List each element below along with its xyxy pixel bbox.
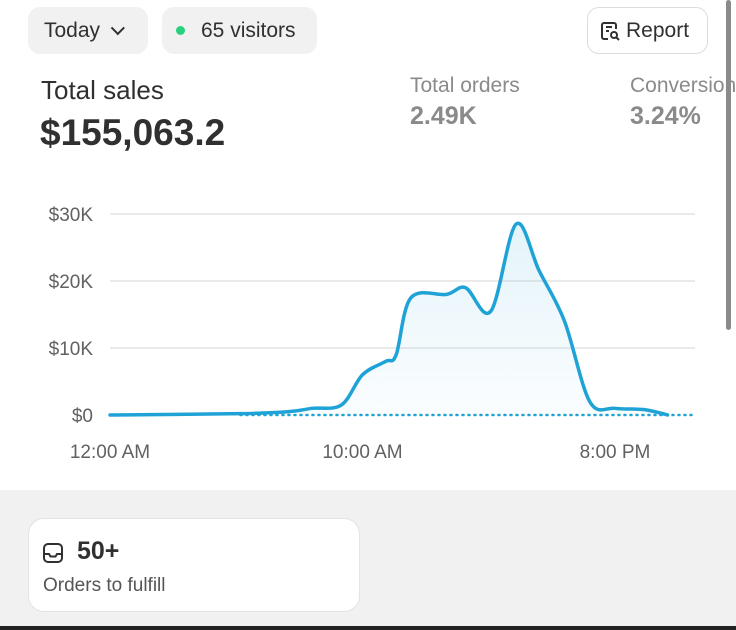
sales-area: [110, 223, 668, 415]
report-button[interactable]: Report: [587, 7, 708, 54]
total-orders-value: 2.49K: [410, 102, 477, 130]
orders-to-fulfill-card[interactable]: 50+ Orders to fulfill: [28, 518, 360, 612]
total-orders-label[interactable]: Total orders: [410, 74, 520, 97]
sales-chart[interactable]: $0 $10K $20K $30K 12:00 AM 10:00 AM 8:00 PM: [0, 190, 736, 480]
y-tick-label: $10K: [49, 339, 94, 360]
total-sales-label: Total sales: [41, 75, 164, 105]
x-tick-label: 10:00 AM: [322, 442, 402, 463]
orders-to-fulfill-label: Orders to fulfill: [43, 575, 166, 596]
x-tick-label: 8:00 PM: [580, 442, 651, 463]
conversion-value: 3.24%: [630, 102, 701, 130]
inbox-icon: [43, 543, 63, 563]
live-visitors-button[interactable]: 65 visitors: [162, 7, 317, 54]
visitors-count: 65 visitors: [201, 18, 296, 42]
report-icon: [601, 21, 620, 41]
y-tick-label: $0: [72, 406, 93, 427]
chevron-down-icon: [110, 20, 125, 35]
total-sales-value: $155,063.2: [40, 112, 226, 153]
y-tick-label: $30K: [49, 205, 94, 226]
screen-edge: [0, 626, 736, 630]
date-filter-button[interactable]: Today: [28, 7, 148, 54]
dashboard-summary: Today 65 visitors Report Total sales $15…: [0, 0, 736, 480]
cards-section: 50+ Orders to fulfill: [0, 490, 736, 630]
date-filter-label: Today: [44, 18, 101, 42]
conversion-label[interactable]: Conversion: [630, 74, 736, 97]
sales-line: [108, 221, 670, 417]
report-label: Report: [626, 18, 690, 42]
live-dot-icon: [176, 26, 185, 35]
y-tick-label: $20K: [49, 272, 94, 293]
scrollbar[interactable]: [726, 0, 731, 330]
x-tick-label: 12:00 AM: [70, 442, 150, 463]
orders-to-fulfill-count: 50+: [77, 537, 120, 565]
